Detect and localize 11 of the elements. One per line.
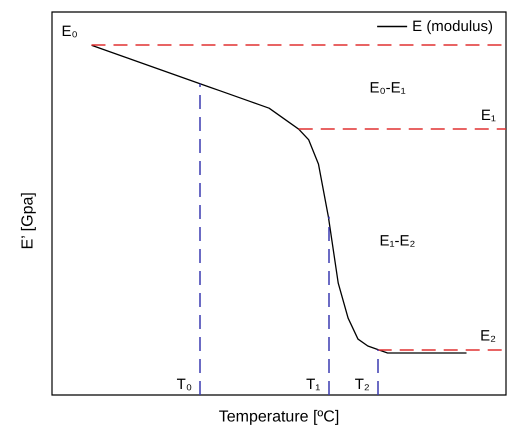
- legend-label: E (modulus): [412, 18, 494, 35]
- ref-line-label: E₂: [480, 328, 496, 345]
- annotation: E₀-E₁: [369, 79, 406, 96]
- ref-line-label: E₀: [61, 23, 78, 40]
- annotation: T₂: [354, 376, 370, 394]
- x-axis-title: Temperature [ºC]: [218, 408, 340, 426]
- annotation: T₁: [306, 376, 320, 394]
- annotation: T₀: [176, 376, 192, 394]
- ref-line-label: E₁: [480, 107, 496, 124]
- annotation: E₁-E₂: [379, 232, 416, 250]
- y-axis-title: E’ [Gpa]: [20, 192, 36, 250]
